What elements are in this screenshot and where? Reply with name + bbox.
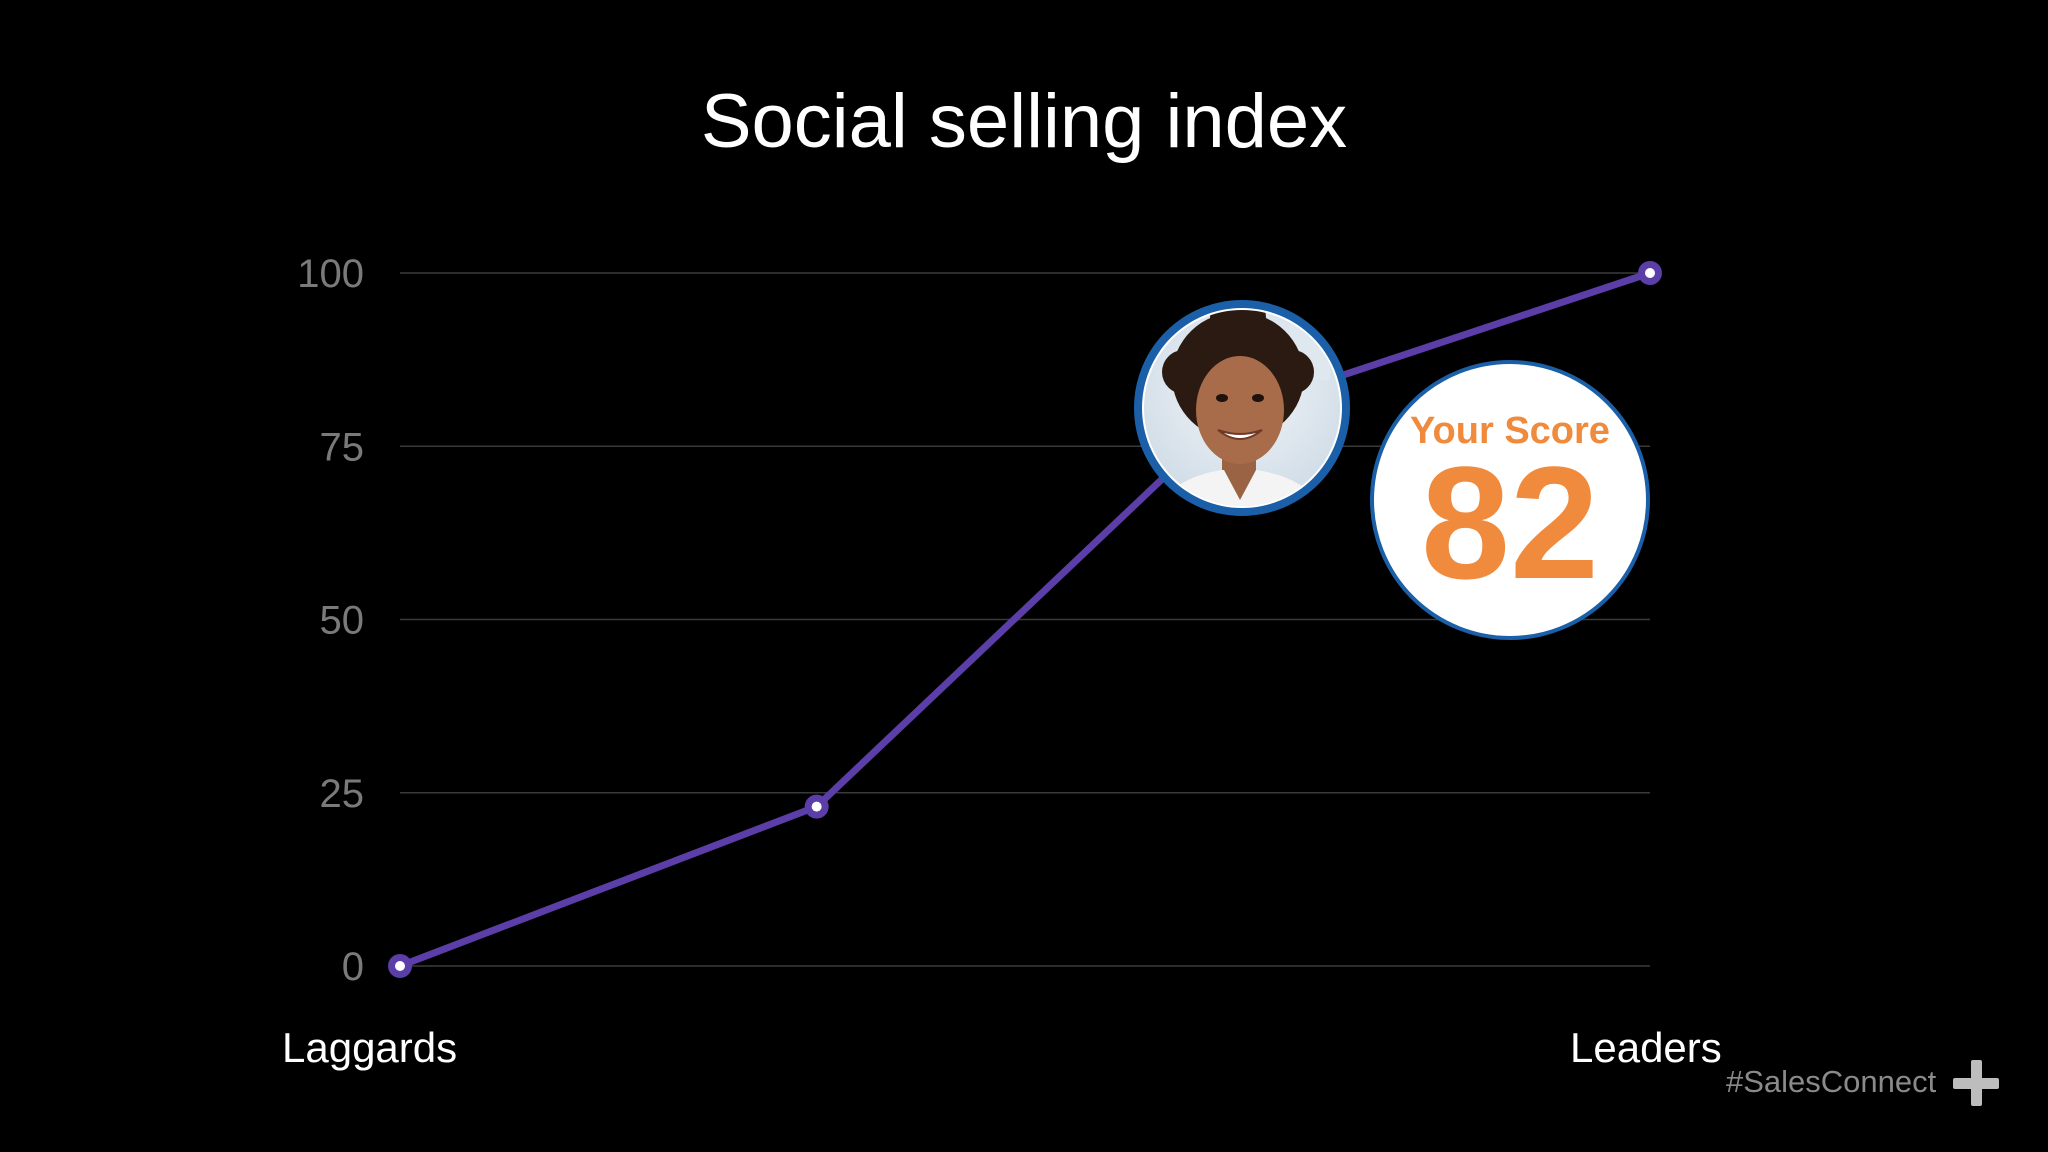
x-category-label-laggards: Laggards xyxy=(282,1024,458,1071)
data-point xyxy=(1638,261,1662,285)
score-badge: Your Score 82 xyxy=(1370,360,1650,640)
score-value: 82 xyxy=(1421,433,1599,612)
plus-icon xyxy=(1953,1060,1999,1106)
y-tick-label: 75 xyxy=(320,425,365,469)
series-line xyxy=(396,269,1654,970)
y-tick-label: 25 xyxy=(320,772,365,816)
x-category-label-leaders: Leaders xyxy=(1570,1024,1722,1071)
person-avatar-icon xyxy=(1134,300,1350,516)
hashtag-label: #SalesConnect xyxy=(1726,1064,1937,1099)
y-tick-label: 100 xyxy=(297,252,364,296)
chart-title: Social selling index xyxy=(700,79,1348,164)
score-label: Your Score xyxy=(1410,410,1610,452)
y-tick-label: 0 xyxy=(342,945,364,989)
data-point xyxy=(388,954,412,978)
y-tick-label: 50 xyxy=(320,599,365,643)
data-point xyxy=(804,794,829,819)
